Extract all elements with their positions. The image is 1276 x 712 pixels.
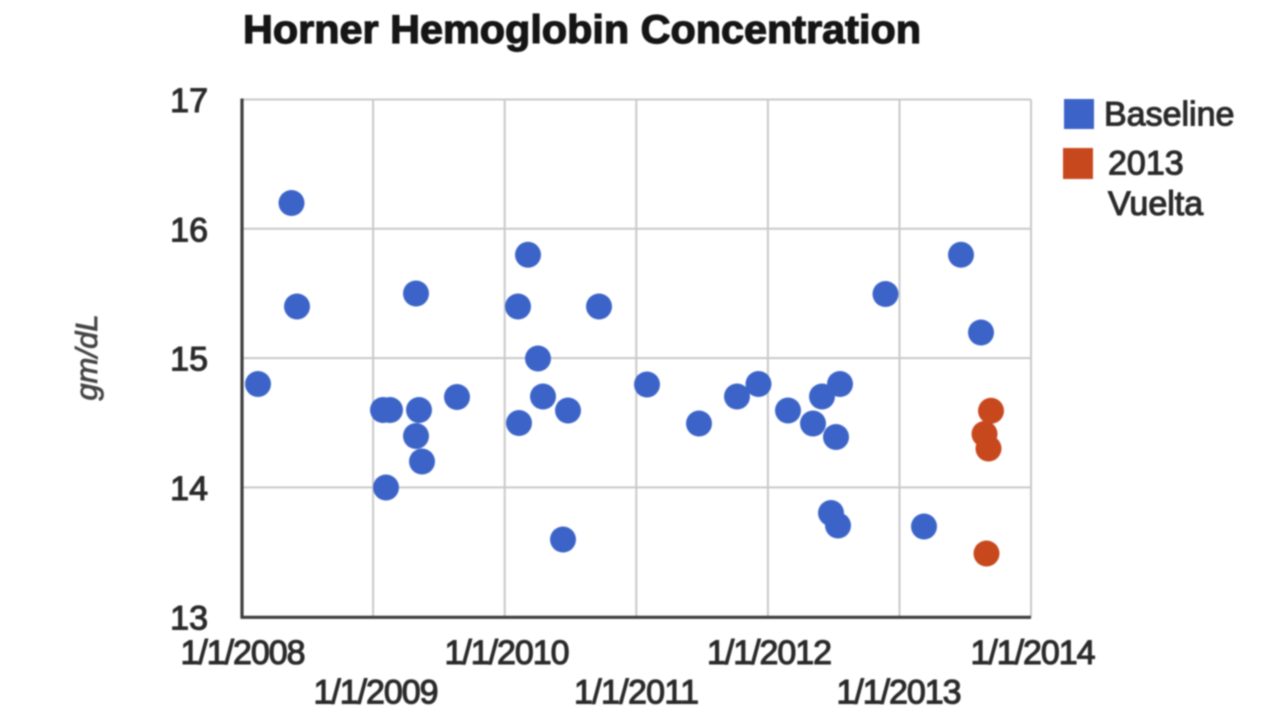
svg-text:1/1/2014: 1/1/2014	[971, 634, 1096, 672]
svg-text:2013: 2013	[1108, 145, 1184, 183]
svg-text:gm/dL: gm/dL	[69, 314, 104, 400]
svg-text:1/1/2012: 1/1/2012	[707, 634, 832, 672]
svg-text:13: 13	[170, 599, 208, 637]
svg-text:1/1/2008: 1/1/2008	[181, 634, 306, 672]
svg-text:1/1/2011: 1/1/2011	[574, 674, 699, 712]
svg-text:16: 16	[170, 211, 208, 249]
svg-text:14: 14	[170, 470, 208, 508]
svg-text:Horner Hemoglobin Concentratio: Horner Hemoglobin Concentration	[243, 8, 921, 52]
svg-text:Vuelta: Vuelta	[1108, 185, 1203, 223]
svg-text:15: 15	[170, 341, 208, 379]
svg-text:1/1/2010: 1/1/2010	[445, 634, 570, 672]
svg-text:1/1/2013: 1/1/2013	[837, 674, 962, 712]
svg-text:17: 17	[170, 82, 208, 120]
svg-text:1/1/2009: 1/1/2009	[314, 674, 439, 712]
svg-text:Baseline: Baseline	[1104, 96, 1234, 134]
